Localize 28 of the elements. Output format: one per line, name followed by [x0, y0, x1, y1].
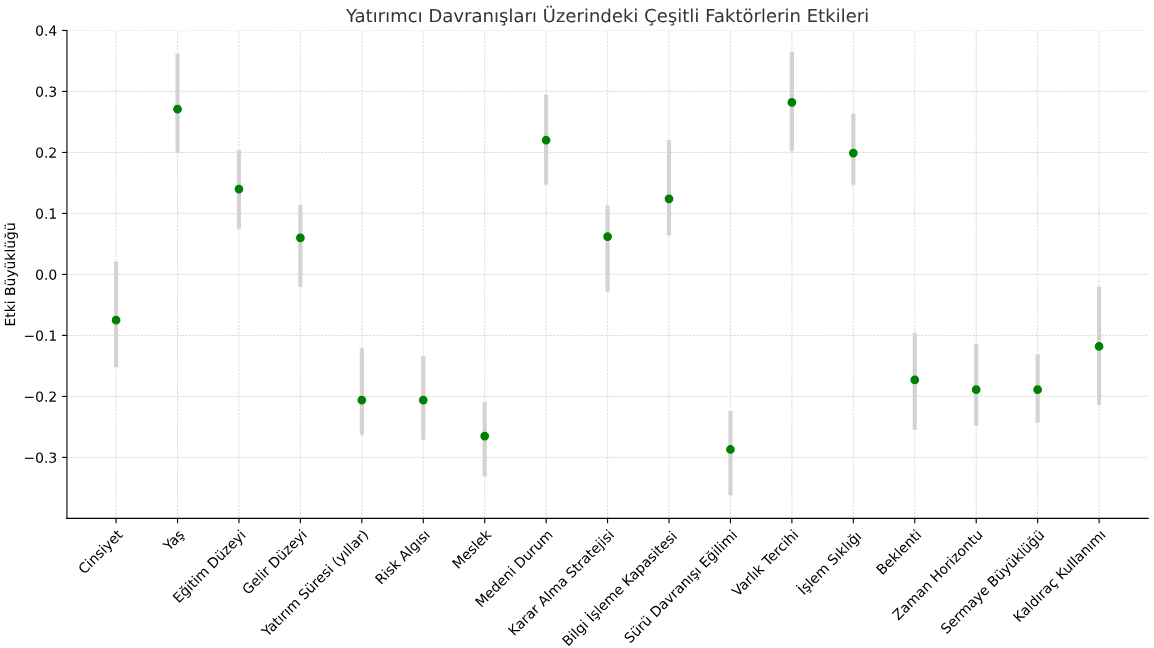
point [787, 98, 797, 107]
y-tick-label: −0.3 [24, 452, 57, 463]
point [1033, 385, 1043, 395]
y-axis-title: Etki Büyüklüğü [4, 223, 18, 326]
y-tick-label: −0.1 [24, 330, 56, 341]
chart-title: Yatırımcı Davranışları Üzerindeki Çeşitli Faktörlerin Etkileri [345, 5, 868, 26]
point [603, 232, 612, 241]
point [848, 148, 858, 158]
point [971, 385, 981, 395]
point [480, 431, 490, 441]
point [296, 233, 305, 243]
y-tick-label: 0.4 [36, 25, 57, 36]
x-tick-label: Yaş [162, 528, 187, 554]
point [541, 135, 551, 145]
y-tick-label: 0.3 [36, 86, 57, 97]
y-tick-label: 0.1 [36, 208, 56, 219]
point [726, 445, 735, 454]
point [173, 104, 182, 114]
point [418, 395, 428, 405]
y-tick-label: −0.2 [24, 391, 56, 402]
point [234, 184, 244, 194]
point [910, 375, 920, 385]
point [664, 194, 674, 204]
point [1094, 342, 1104, 351]
point [357, 395, 367, 405]
y-tick-label: 0.2 [36, 147, 56, 158]
y-tick-label: 0.0 [36, 269, 57, 280]
point [111, 315, 121, 325]
